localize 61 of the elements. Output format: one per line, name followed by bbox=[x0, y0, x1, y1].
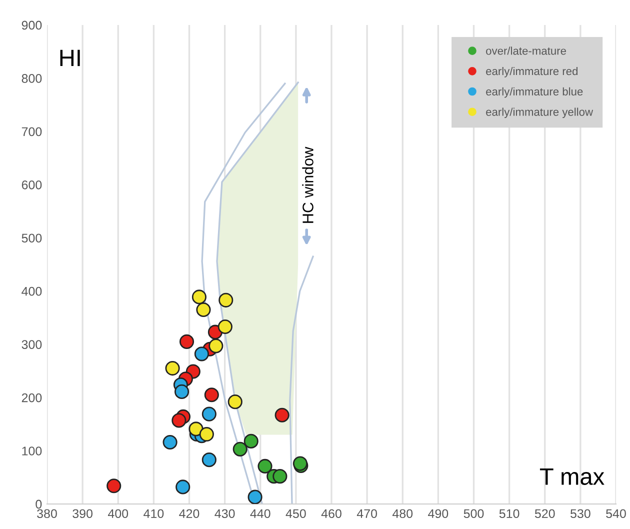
x-axis-title: T max bbox=[540, 468, 604, 485]
x-tick-label: 440 bbox=[250, 509, 270, 518]
x-tick-label: 540 bbox=[606, 509, 626, 518]
y-axis-title: HI bbox=[60, 50, 80, 66]
y-tick-label: 0 bbox=[36, 500, 42, 509]
legend-label: early/immature yellow bbox=[486, 108, 594, 118]
x-tick-label: 400 bbox=[108, 509, 128, 518]
x-tick-label: 450 bbox=[286, 509, 306, 518]
point bbox=[244, 434, 258, 448]
x-tick-label: 430 bbox=[214, 509, 235, 518]
x-tick-label: 510 bbox=[499, 509, 520, 518]
y-tick-label: 300 bbox=[22, 340, 42, 349]
legend-label: over/late-mature bbox=[486, 46, 566, 55]
point bbox=[172, 413, 186, 428]
x-tick-label: 490 bbox=[428, 509, 448, 518]
x-tick-label: 470 bbox=[356, 509, 377, 518]
x-tick-label: 410 bbox=[144, 509, 164, 518]
point bbox=[202, 406, 216, 422]
x-tick-label: 420 bbox=[179, 509, 200, 518]
legend-label: early/immature blue bbox=[486, 87, 583, 98]
y-tick-label: 200 bbox=[22, 393, 42, 402]
point bbox=[274, 408, 290, 422]
point bbox=[194, 346, 209, 362]
point bbox=[192, 290, 206, 304]
y-tick-label: 900 bbox=[22, 20, 42, 30]
point bbox=[196, 302, 211, 318]
point bbox=[208, 338, 224, 354]
point bbox=[162, 434, 178, 450]
point bbox=[174, 384, 190, 399]
point bbox=[204, 388, 219, 402]
point bbox=[272, 469, 288, 484]
x-tick-label: 530 bbox=[570, 509, 590, 518]
point bbox=[188, 422, 204, 436]
point bbox=[179, 334, 194, 349]
y-tick-label: 600 bbox=[22, 180, 42, 190]
line-series bbox=[216, 82, 299, 504]
point bbox=[199, 426, 214, 442]
x-tick-label: 390 bbox=[72, 509, 92, 518]
y-tick-label: 500 bbox=[22, 234, 42, 243]
point bbox=[218, 292, 234, 308]
point bbox=[165, 361, 180, 376]
point bbox=[218, 319, 232, 334]
y-tick-label: 100 bbox=[22, 446, 42, 456]
x-tick-label: 380 bbox=[37, 509, 57, 518]
x-tick-label: 460 bbox=[321, 509, 342, 518]
x-tick-label: 480 bbox=[392, 509, 413, 518]
annotation: HC window bbox=[302, 146, 314, 223]
point bbox=[176, 480, 190, 494]
x-tick-label: 520 bbox=[534, 509, 555, 518]
point bbox=[106, 478, 122, 494]
point bbox=[228, 394, 242, 410]
point bbox=[232, 442, 248, 456]
y-tick-label: 800 bbox=[22, 74, 42, 83]
point bbox=[248, 490, 262, 504]
point bbox=[258, 458, 272, 474]
point bbox=[202, 452, 216, 468]
line-series bbox=[289, 256, 314, 504]
y-tick-label: 700 bbox=[22, 127, 42, 136]
legend-label: early/immature red bbox=[486, 66, 578, 78]
y-tick-label: 400 bbox=[22, 286, 42, 296]
x-tick-label: 500 bbox=[464, 509, 484, 518]
